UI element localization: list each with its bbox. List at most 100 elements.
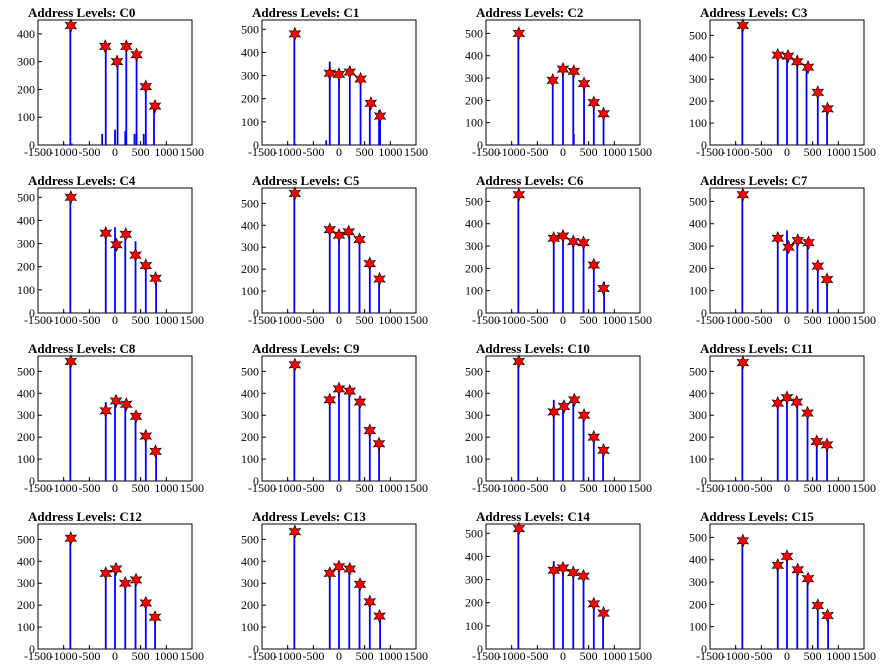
- x-tick-label: -500: [78, 313, 100, 327]
- peak-marker: [802, 235, 815, 250]
- y-tick-label: 400: [241, 554, 259, 568]
- x-tick-label: -500: [78, 145, 100, 159]
- x-tick-label: 0: [336, 481, 342, 495]
- peak-marker: [99, 403, 113, 419]
- histogram-bin: [517, 360, 520, 481]
- x-tick-label: 0: [336, 649, 342, 663]
- histogram-bin: [776, 237, 779, 313]
- histogram-bin: [582, 241, 585, 313]
- peak-marker: [566, 234, 580, 249]
- histogram-panel: Address Levels: C4 0 100 200 300 400 500 -1500-…: [0, 168, 224, 336]
- histogram-panel: Address Levels: C8 0 100 200 300 400 500 -1500-…: [0, 336, 224, 504]
- peak-marker: [512, 187, 526, 202]
- y-tick-label: 200: [689, 597, 707, 611]
- histogram-bin: [786, 397, 788, 481]
- y-tick-label: 100: [465, 116, 483, 130]
- y-tick-label: 400: [465, 549, 483, 563]
- peak-marker: [64, 18, 78, 33]
- chart-title: Address Levels: C13: [252, 509, 366, 524]
- x-tick-label: 0: [784, 145, 790, 159]
- histogram-bin: [741, 192, 744, 313]
- peak-marker: [577, 235, 590, 250]
- chart-title: Address Levels: C11: [700, 341, 813, 356]
- peak-marker: [343, 383, 357, 399]
- histogram-bin: [796, 402, 799, 481]
- histogram-bin: [741, 24, 744, 146]
- x-tick-label: -1500: [248, 649, 276, 663]
- histogram-bin: [517, 194, 520, 313]
- histogram-bin: [517, 33, 520, 146]
- x-tick-label: -500: [302, 145, 324, 159]
- x-tick-label: 0: [336, 313, 342, 327]
- chart-title: Address Levels: C15: [700, 509, 814, 524]
- y-tick-label: 400: [689, 553, 707, 567]
- x-tick-label: 1000: [378, 145, 402, 159]
- x-tick-label: -1500: [24, 481, 52, 495]
- peak-marker: [139, 428, 153, 444]
- peak-marker: [791, 562, 805, 578]
- histogram-bin: [776, 402, 779, 481]
- x-tick-label: 1000: [826, 481, 850, 495]
- y-tick-label: 100: [17, 283, 35, 297]
- peak-marker: [119, 227, 133, 242]
- histogram-bin: [294, 143, 297, 145]
- peak-marker: [323, 222, 337, 237]
- y-tick-label: 100: [241, 620, 259, 634]
- y-tick-label: 500: [17, 532, 35, 546]
- peak-marker: [781, 48, 795, 64]
- peak-marker: [556, 61, 570, 77]
- peak-marker: [801, 59, 815, 75]
- x-tick-label: 500: [132, 313, 150, 327]
- x-tick-label: -1000: [274, 145, 302, 159]
- peak-marker: [120, 39, 133, 54]
- histogram-bin: [358, 238, 361, 313]
- histogram-bin: [368, 104, 371, 145]
- y-tick-label: 100: [689, 452, 707, 466]
- chart-title: Address Levels: C10: [476, 341, 590, 356]
- histogram-bin: [101, 133, 104, 145]
- y-tick-label: 0: [253, 642, 259, 656]
- x-tick-label: 500: [580, 481, 598, 495]
- peak-marker: [801, 405, 814, 421]
- x-tick-label: 0: [560, 649, 566, 663]
- histogram-bin: [592, 434, 595, 481]
- peak-marker: [343, 561, 357, 577]
- histogram-panel: Address Levels: C0 0 100 200 300 400 -1500 -100…: [0, 0, 224, 168]
- x-tick-label: 1500: [628, 313, 652, 327]
- x-tick-label: 500: [580, 649, 598, 663]
- histogram-bin: [562, 565, 564, 649]
- y-tick-label: 200: [17, 598, 35, 612]
- x-tick-label: -1500: [24, 145, 52, 159]
- peak-marker: [373, 271, 386, 287]
- peak-marker: [343, 64, 357, 80]
- y-tick-label: 0: [701, 306, 707, 320]
- histogram-svg: Address Levels: C60100200300400500-1500-…: [465, 173, 652, 327]
- histogram-bin: [155, 278, 157, 313]
- histogram-svg: Address Levels: C30100200300400500-1500-…: [689, 5, 876, 159]
- histogram-bin: [286, 143, 289, 145]
- x-tick-label: 0: [784, 313, 790, 327]
- y-tick-label: 100: [689, 116, 707, 130]
- histogram-bin: [144, 86, 147, 145]
- x-tick-label: -500: [750, 649, 772, 663]
- peak-marker: [139, 595, 153, 611]
- histogram-svg: Address Levels: C10 0 100 200 300 400 500 -1500…: [465, 341, 652, 495]
- chart-title: Address Levels: C8: [28, 341, 136, 356]
- y-tick-label: 200: [689, 94, 707, 108]
- histogram-bin: [806, 577, 809, 649]
- chart-title: Address Levels: C4: [28, 173, 136, 188]
- y-tick-label: 300: [465, 573, 483, 587]
- x-tick-label: -500: [750, 145, 772, 159]
- histogram-bin: [142, 133, 145, 145]
- peak-marker: [801, 571, 815, 586]
- y-tick-label: 500: [689, 530, 707, 544]
- y-tick-label: 0: [477, 138, 483, 152]
- x-tick-label: 1000: [602, 313, 626, 327]
- peak-marker: [597, 281, 610, 296]
- histogram-bin: [104, 402, 107, 481]
- y-tick-label: 300: [241, 408, 259, 422]
- histogram-bin: [592, 266, 595, 313]
- histogram-bin: [62, 647, 65, 649]
- histogram-bin: [134, 578, 137, 649]
- x-tick-label: 0: [560, 481, 566, 495]
